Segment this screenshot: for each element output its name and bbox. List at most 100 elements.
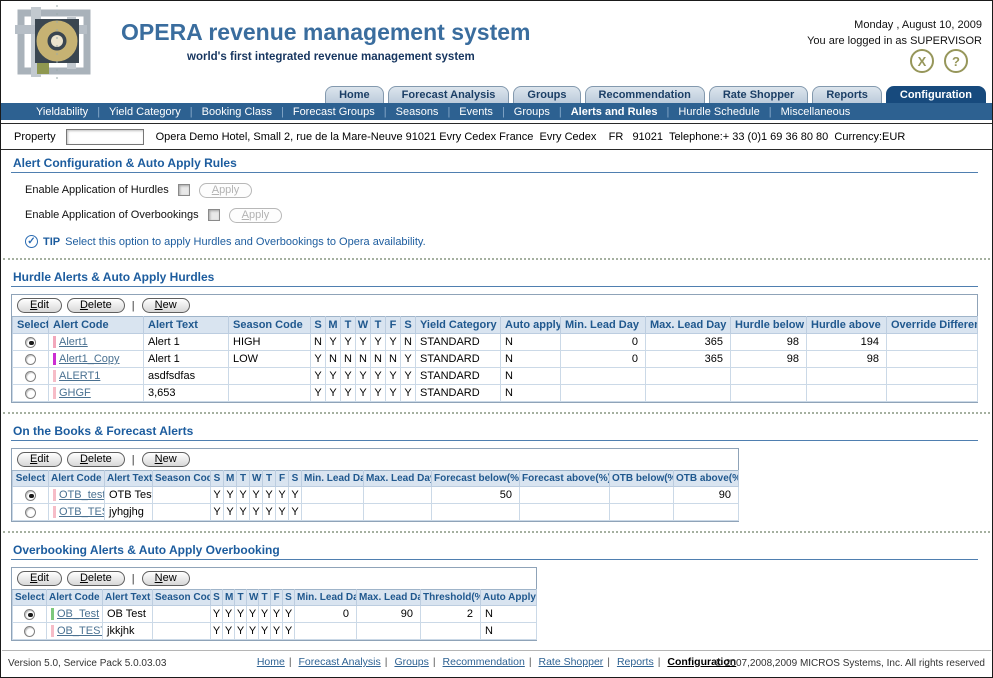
- help-button[interactable]: ?: [944, 49, 968, 73]
- day-cell: Y: [210, 503, 224, 521]
- col-max-lead-day: Max. Lead Day: [363, 470, 432, 487]
- override-diff-cell: [886, 350, 978, 368]
- delete-button-label: Delete: [79, 453, 112, 465]
- day-cell: Y: [400, 350, 416, 368]
- tab-home[interactable]: Home: [325, 86, 384, 103]
- min-lead-cell: [294, 622, 357, 640]
- footer-link-recommendation[interactable]: Recommendation: [442, 656, 525, 668]
- day-cell: Y: [270, 605, 283, 623]
- row-select-radio[interactable]: [24, 608, 35, 620]
- nav-item-booking-class[interactable]: Booking Class: [201, 105, 272, 118]
- day-cell: Y: [258, 622, 271, 640]
- footer-separator: |: [432, 656, 436, 668]
- footer-link-reports[interactable]: Reports: [616, 656, 654, 668]
- col-day-wed: W: [249, 470, 263, 487]
- footer-link-home[interactable]: Home: [256, 656, 285, 668]
- col-alert-text: Alert Text: [102, 589, 153, 606]
- alert-code-link[interactable]: Alert1_Copy: [59, 353, 120, 365]
- col-hurdle-below: Hurdle below: [730, 316, 807, 334]
- footer-separator: |: [607, 656, 611, 668]
- footer-link-groups[interactable]: Groups: [394, 656, 429, 668]
- alert-code-link[interactable]: Alert1: [59, 336, 88, 348]
- min-lead-cell: [560, 367, 646, 385]
- nav-separator: |: [501, 105, 505, 118]
- yield-category-cell: STANDARD: [415, 333, 501, 351]
- nav-item-yield-category[interactable]: Yield Category: [109, 105, 181, 118]
- property-input[interactable]: [65, 128, 144, 145]
- footer-separator: |: [528, 656, 532, 668]
- nav-item-groups[interactable]: Groups: [513, 105, 550, 118]
- min-lead-cell: 0: [294, 605, 357, 623]
- apply-hurdles-button[interactable]: Apply: [198, 182, 253, 198]
- delete-button[interactable]: Delete: [66, 571, 125, 586]
- row-select-radio[interactable]: [25, 353, 36, 365]
- tab-forecast-analysis[interactable]: Forecast Analysis: [387, 86, 510, 103]
- tab-reports[interactable]: Reports: [812, 86, 882, 103]
- nav-item-hurdle-schedule[interactable]: Hurdle Schedule: [678, 105, 760, 118]
- new-button[interactable]: New: [141, 571, 190, 586]
- alert-code-link[interactable]: OTB_test: [59, 489, 105, 501]
- col-day-mon: M: [223, 470, 237, 487]
- alert-code-link[interactable]: OB_Test: [57, 608, 100, 620]
- footer-link-configuration[interactable]: Configuration: [667, 656, 737, 668]
- tab-rate-shopper[interactable]: Rate Shopper: [708, 86, 809, 103]
- edit-button[interactable]: Edit: [17, 571, 62, 586]
- forecast-above-cell: [519, 503, 610, 521]
- nav-item-events[interactable]: Events: [459, 105, 493, 118]
- footer-separator: |: [288, 656, 292, 668]
- day-cell: Y: [234, 605, 247, 623]
- tab-configuration[interactable]: Configuration: [885, 86, 986, 103]
- alert-color-bar: [53, 506, 56, 518]
- override-diff-cell: [886, 333, 978, 351]
- alert-code-link[interactable]: ALERT1: [59, 370, 101, 382]
- otb-above-cell: 90: [673, 486, 739, 504]
- new-button[interactable]: New: [141, 298, 190, 313]
- row-select-radio[interactable]: [25, 387, 36, 399]
- day-cell: Y: [275, 503, 289, 521]
- new-button[interactable]: New: [141, 452, 190, 467]
- close-button[interactable]: X: [910, 49, 934, 73]
- row-select-radio[interactable]: [25, 336, 36, 348]
- edit-button[interactable]: Edit: [17, 452, 62, 467]
- day-cell: Y: [223, 503, 237, 521]
- toolbar-separator: |: [131, 453, 135, 466]
- edit-button[interactable]: Edit: [17, 298, 62, 313]
- row-select-radio[interactable]: [25, 370, 36, 382]
- row-select-radio[interactable]: [25, 489, 36, 501]
- nav-item-forecast-groups[interactable]: Forecast Groups: [292, 105, 375, 118]
- day-cell: Y: [385, 333, 401, 351]
- day-cell: Y: [246, 605, 259, 623]
- nav-item-yieldability[interactable]: Yieldability: [36, 105, 89, 118]
- alert-color-bar: [53, 370, 56, 382]
- auto-apply-cell: N: [480, 605, 537, 623]
- nav-item-miscellaneous[interactable]: Miscellaneous: [780, 105, 851, 118]
- apply-overbookings-button[interactable]: Apply: [228, 207, 283, 223]
- nav-item-seasons[interactable]: Seasons: [395, 105, 439, 118]
- col-day-thu: T: [258, 589, 271, 606]
- day-cell: Y: [236, 486, 250, 504]
- row-select-radio[interactable]: [24, 625, 35, 637]
- row-select-radio[interactable]: [25, 506, 36, 518]
- delete-button[interactable]: Delete: [66, 452, 125, 467]
- season-code-cell: [152, 605, 211, 623]
- alert-code-link[interactable]: GHGF: [59, 387, 91, 399]
- nav-item-alerts-and-rules[interactable]: Alerts and Rules: [570, 105, 658, 118]
- footer-link-forecast-analysis[interactable]: Forecast Analysis: [298, 656, 381, 668]
- delete-button[interactable]: Delete: [66, 298, 125, 313]
- col-max-lead-day: Max. Lead Day: [356, 589, 421, 606]
- day-cell: Y: [355, 384, 371, 402]
- tip-row: ✓ TIP Select this option to apply Hurdle…: [25, 234, 992, 249]
- enable-overbookings-checkbox[interactable]: [207, 209, 220, 221]
- enable-hurdles-checkbox[interactable]: [177, 184, 190, 196]
- alert-code-link[interactable]: OB_TEST: [57, 625, 103, 637]
- footer-link-rate-shopper[interactable]: Rate Shopper: [538, 656, 604, 668]
- footer-copyright: © 2007,2008,2009 MICROS Systems, Inc. Al…: [714, 658, 985, 669]
- enable-hurdles-label: Enable Application of Hurdles: [25, 184, 169, 196]
- alert-code-link[interactable]: OTB_TEST: [59, 506, 104, 518]
- auto-apply-cell: N: [500, 367, 561, 385]
- tab-groups[interactable]: Groups: [513, 86, 581, 103]
- alert-text-cell: OTB Test: [104, 486, 153, 504]
- max-lead-cell: [363, 486, 432, 504]
- footer-links: Home | Forecast Analysis | Groups | Recomme…: [2, 656, 991, 668]
- tab-recommendation[interactable]: Recommendation: [584, 86, 705, 103]
